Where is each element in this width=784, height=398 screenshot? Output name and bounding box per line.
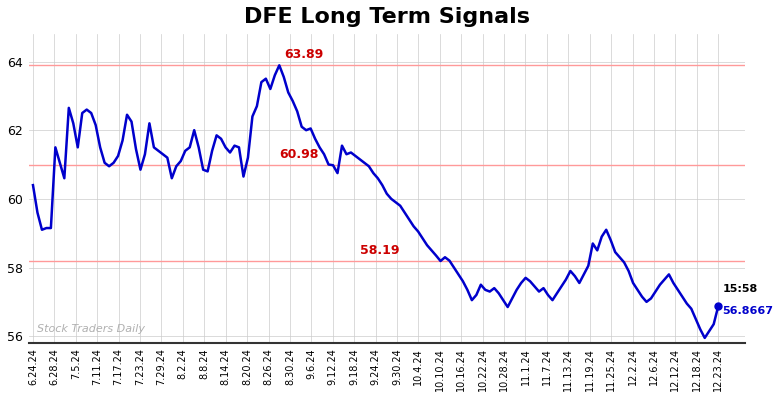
Text: Stock Traders Daily: Stock Traders Daily — [38, 324, 146, 334]
Title: DFE Long Term Signals: DFE Long Term Signals — [244, 7, 530, 27]
Text: 56.8667: 56.8667 — [723, 306, 774, 316]
Text: 58.19: 58.19 — [360, 244, 399, 257]
Text: 63.89: 63.89 — [284, 48, 323, 61]
Text: 15:58: 15:58 — [723, 285, 758, 295]
Text: 60.98: 60.98 — [279, 148, 318, 161]
